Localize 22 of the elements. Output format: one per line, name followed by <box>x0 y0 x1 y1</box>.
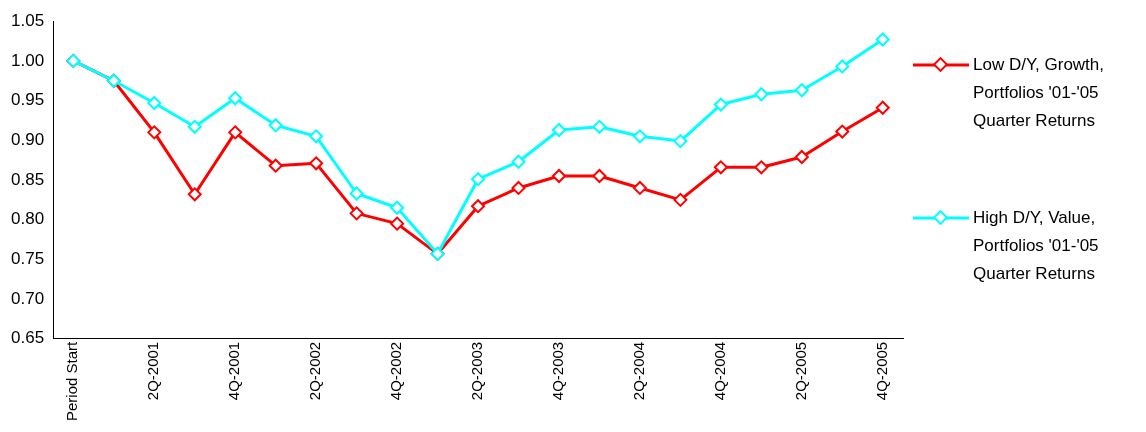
legend-label: Low D/Y, Growth, Portfolios '01-'05 Quarter Returns <box>973 53 1106 132</box>
y-tick-label: 0.75 <box>10 249 45 269</box>
y-tick-label: 0.80 <box>10 209 45 229</box>
x-tick-label: 4Q-2003 <box>549 341 567 401</box>
y-tick-label: 1.05 <box>10 10 45 30</box>
y-tick-label: 0.70 <box>10 288 45 308</box>
x-tick-label: 4Q-2001 <box>225 341 243 401</box>
x-tick-label: 2Q-2003 <box>468 341 486 401</box>
y-tick-label: 0.90 <box>10 129 45 149</box>
x-tick-label: Period Start <box>63 340 81 422</box>
y-tick-label: 0.65 <box>10 328 45 348</box>
x-tick-label: 4Q-2002 <box>387 341 405 401</box>
x-tick-label: 2Q-2002 <box>306 341 324 401</box>
x-tick-label: 2Q-2004 <box>630 341 648 401</box>
y-tick-label: 0.95 <box>10 90 45 110</box>
y-tick-label: 1.00 <box>10 50 45 70</box>
legend-label: High D/Y, Value, Portfolios '01-'05 Quarter Returns <box>973 206 1100 285</box>
x-tick-label: 2Q-2001 <box>144 341 162 401</box>
x-tick-label: 4Q-2005 <box>872 341 890 401</box>
y-tick-label: 0.85 <box>10 169 45 189</box>
x-tick-label: 2Q-2005 <box>791 341 809 401</box>
x-tick-label: 4Q-2004 <box>711 341 729 401</box>
